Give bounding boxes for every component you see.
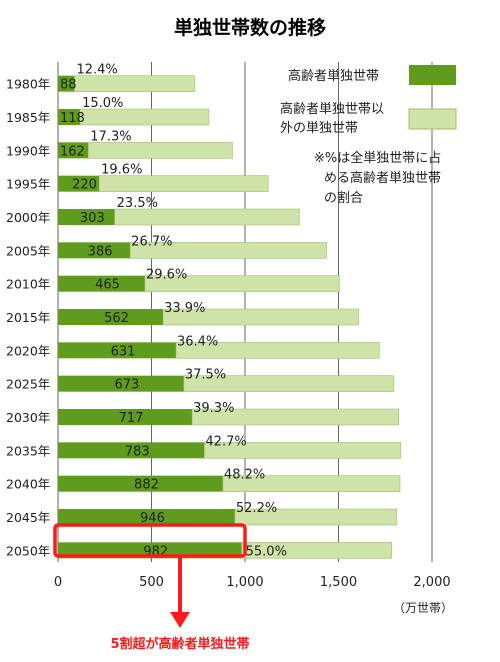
bar-other <box>87 142 233 159</box>
bar-elderly <box>58 509 235 525</box>
bar-other <box>74 75 196 92</box>
y-tick-label: 2025年 <box>6 377 50 392</box>
y-tick-label: 2005年 <box>6 243 50 258</box>
bar-other <box>183 375 395 392</box>
bar-other <box>79 108 210 126</box>
value-label: 386 <box>88 244 113 259</box>
value-label: 118 <box>60 111 85 126</box>
x-axis-unit: （万世帯） <box>393 601 453 615</box>
bar-elderly <box>58 209 115 225</box>
note-line-3: の割合 <box>324 190 363 206</box>
legend-swatch-other <box>408 108 457 130</box>
bar-elderly <box>58 375 184 392</box>
y-tick-label: 2015年 <box>6 310 50 325</box>
percent-label: 29.6% <box>146 268 187 283</box>
bar-elderly <box>58 275 145 292</box>
legend: 高齢者単独世帯 高齢者単独世帯以 外の単独世帯 <box>280 65 457 136</box>
value-label: 88 <box>60 78 77 93</box>
percent-label: 26.7% <box>131 234 172 249</box>
bar-other <box>98 175 269 192</box>
value-label: 465 <box>95 278 120 293</box>
bar-other <box>129 242 327 259</box>
bar-elderly <box>58 442 205 459</box>
bar-other <box>114 208 300 226</box>
y-tick-label: 2000年 <box>6 210 50 225</box>
y-tick-label: 1995年 <box>6 177 50 192</box>
percent-label: 15.0% <box>82 96 123 111</box>
bar-other <box>204 442 402 459</box>
chart-title: 単独世帯数の推移 <box>174 16 326 39</box>
percent-label: 17.3% <box>90 129 131 144</box>
percent-label: 19.6% <box>101 163 142 178</box>
percent-label: 42.7% <box>205 434 246 449</box>
legend-label-other: 高齢者単独世帯以 外の単独世帯 <box>280 101 388 136</box>
x-tick-label: 0 <box>54 575 62 590</box>
bar-other <box>191 408 400 426</box>
note-line-1: ※%は全単独世帯に占 <box>314 150 441 166</box>
note-line-2: める高齢者単独世帯 <box>324 170 441 186</box>
x-tick-label: 500 <box>139 575 164 590</box>
legend-swatch-elderly <box>409 65 456 85</box>
bar-elderly <box>58 109 81 125</box>
value-label: 946 <box>140 511 165 526</box>
bar-elderly <box>58 475 223 492</box>
y-tick-label: 1990年 <box>6 143 50 158</box>
note: ※%は全単独世帯に占 める高齢者単独世帯 の割合 <box>314 150 441 206</box>
value-label: 783 <box>125 444 150 459</box>
y-tick-label: 1985年 <box>6 110 50 125</box>
bar-elderly <box>58 142 89 159</box>
y-tick-label: 2035年 <box>6 443 50 458</box>
percent-label: 23.5% <box>117 196 158 211</box>
bar-elderly <box>58 309 164 325</box>
bar-elderly <box>58 342 176 359</box>
bar-other <box>222 475 401 492</box>
bar-other <box>241 542 393 559</box>
y-tick-label: 1980年 <box>6 77 50 92</box>
y-tick-label: 2010年 <box>6 277 50 292</box>
percent-label: 12.4% <box>76 63 117 78</box>
value-label: 303 <box>80 211 105 226</box>
bar-other <box>144 275 340 292</box>
y-tick-label: 2030年 <box>6 410 50 425</box>
bar-elderly <box>58 242 131 259</box>
callout-arrow-head <box>170 612 190 628</box>
x-tick-label: 2,000 <box>413 575 450 590</box>
value-label: 162 <box>60 144 85 159</box>
bar-other <box>234 508 398 526</box>
percent-label: 55.0% <box>246 544 287 559</box>
percent-label: 33.9% <box>164 301 205 316</box>
value-label: 631 <box>111 344 136 359</box>
bar-elderly <box>58 409 193 425</box>
y-tick-label: 2020年 <box>6 343 50 358</box>
percent-label: 39.3% <box>193 401 234 416</box>
callout-text: 5割超が高齢者単独世帯 <box>110 636 249 652</box>
value-label: 220 <box>72 178 97 193</box>
percent-label: 37.5% <box>185 368 226 383</box>
bar-elderly <box>58 75 75 92</box>
bar-other <box>175 342 380 359</box>
percent-label: 48.2% <box>224 468 265 483</box>
percent-label: 52.2% <box>236 501 277 516</box>
value-label: 717 <box>119 411 144 426</box>
y-tick-label: 2045年 <box>6 510 50 525</box>
y-tick-label: 2050年 <box>6 543 50 558</box>
y-axis-ticks: 1980年 1985年 1990年 1995年 2000年 2005年 2010年 2015年… <box>6 77 50 559</box>
y-tick-label: 2040年 <box>6 477 50 492</box>
x-tick-label: 1,000 <box>226 575 263 590</box>
value-label: 562 <box>104 311 129 326</box>
percent-label: 36.4% <box>177 334 218 349</box>
value-label: 673 <box>115 378 140 393</box>
value-label: 882 <box>134 478 159 493</box>
x-axis-ticks: 0 500 1,000 1,500 2,000 <box>54 575 451 590</box>
bar-elderly <box>58 175 100 192</box>
bar-other <box>162 308 359 326</box>
legend-label-elderly: 高齢者単独世帯 <box>288 68 379 84</box>
highlight-box <box>53 523 247 558</box>
x-tick-label: 1,500 <box>320 575 357 590</box>
